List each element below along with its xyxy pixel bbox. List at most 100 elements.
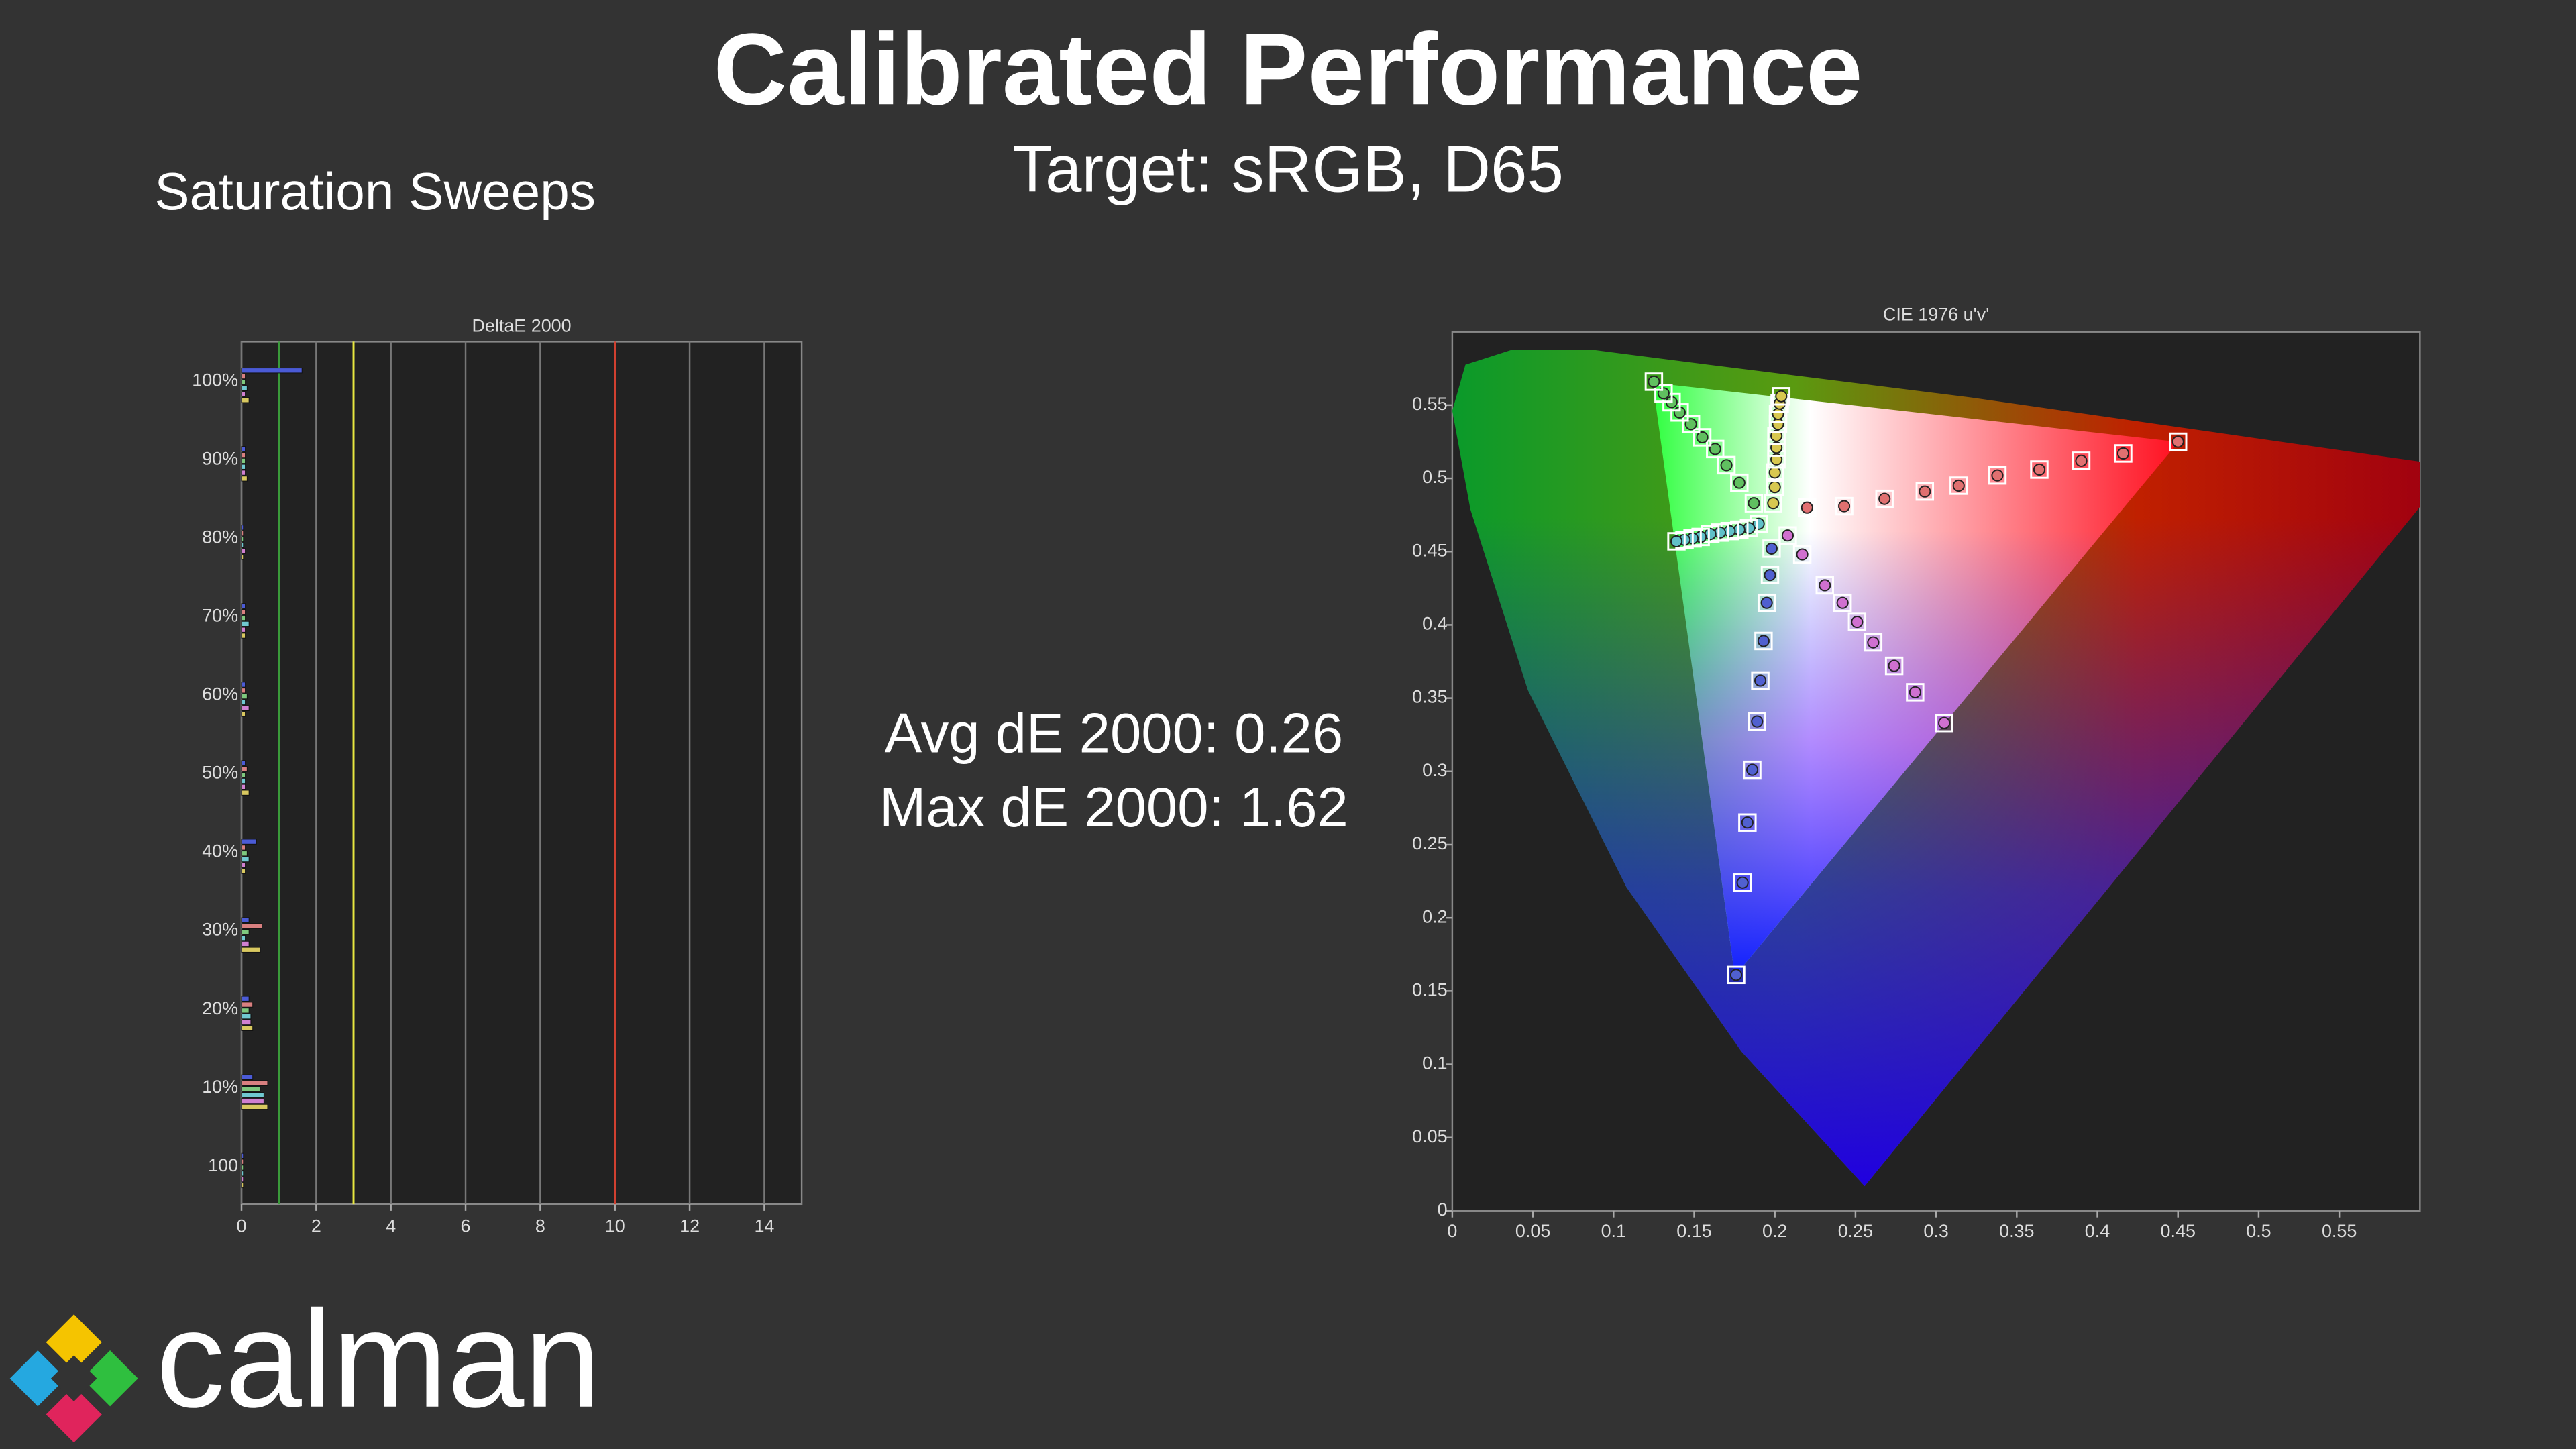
bar bbox=[241, 391, 246, 397]
target-marker bbox=[1833, 593, 1852, 612]
logo-diamond bbox=[46, 1314, 102, 1371]
target-marker bbox=[1815, 576, 1834, 595]
y-tick-label: 100% bbox=[192, 370, 238, 390]
target-marker bbox=[1772, 387, 1791, 406]
target-marker bbox=[1681, 415, 1701, 433]
bar bbox=[241, 1080, 268, 1086]
y-tick-label: 0.05 bbox=[1412, 1126, 1447, 1146]
bar bbox=[241, 839, 257, 845]
measured-marker bbox=[1733, 476, 1746, 489]
target-marker bbox=[1792, 545, 1812, 564]
target-marker bbox=[1706, 439, 1725, 459]
measured-marker bbox=[1767, 497, 1780, 510]
logo-text: calman bbox=[156, 1282, 601, 1436]
bar bbox=[241, 614, 246, 621]
target-marker bbox=[1748, 712, 1766, 731]
bar bbox=[241, 385, 248, 391]
measured-marker bbox=[1764, 569, 1776, 582]
measured-marker bbox=[2171, 435, 2184, 448]
x-tick-label: 0.05 bbox=[1515, 1221, 1550, 1241]
target-marker bbox=[1988, 466, 2007, 485]
avg-de: Avg dE 2000: 0.26 bbox=[885, 702, 1344, 765]
bar bbox=[241, 1159, 244, 1165]
bar bbox=[241, 1104, 268, 1110]
target-marker bbox=[2169, 432, 2188, 451]
y-tick-label: 0.5 bbox=[1422, 467, 1447, 487]
target-marker bbox=[1738, 813, 1757, 832]
target-marker bbox=[1644, 372, 1664, 391]
chart-title: DeltaE 2000 bbox=[472, 315, 571, 335]
target-marker bbox=[1762, 539, 1781, 558]
y-tick-label: 0.55 bbox=[1412, 394, 1447, 414]
bar bbox=[241, 1176, 244, 1183]
target-marker bbox=[1757, 593, 1776, 612]
bar bbox=[241, 627, 246, 633]
target-marker bbox=[1751, 671, 1770, 690]
x-tick-label: 0.35 bbox=[1999, 1221, 2034, 1241]
target-marker bbox=[1949, 476, 1968, 495]
measured-marker bbox=[1952, 479, 1965, 492]
bar bbox=[241, 1152, 244, 1159]
measured-marker bbox=[1709, 443, 1721, 455]
y-tick-label: 100 bbox=[208, 1155, 238, 1175]
bar bbox=[241, 947, 261, 953]
bar bbox=[241, 777, 246, 784]
y-tick-label: 0.25 bbox=[1412, 833, 1447, 853]
measured-marker bbox=[1765, 542, 1778, 555]
x-tick-label: 6 bbox=[461, 1216, 471, 1236]
y-tick-label: 20% bbox=[202, 998, 238, 1018]
target-marker bbox=[1835, 496, 1854, 516]
measured-marker bbox=[1729, 969, 1743, 981]
bar bbox=[241, 682, 246, 688]
bar bbox=[241, 446, 246, 452]
target-marker bbox=[1754, 631, 1773, 651]
measured-marker bbox=[1746, 763, 1759, 776]
bar bbox=[241, 633, 246, 639]
measured-marker bbox=[1670, 535, 1683, 548]
y-tick-label: 0.2 bbox=[1422, 906, 1447, 926]
bar bbox=[241, 862, 246, 869]
bar bbox=[241, 917, 250, 923]
bar bbox=[241, 1182, 244, 1189]
measured-marker bbox=[1991, 469, 2004, 482]
x-tick-label: 14 bbox=[754, 1216, 774, 1236]
measured-marker bbox=[1796, 548, 1809, 561]
measured-marker bbox=[1720, 459, 1733, 472]
x-tick-label: 4 bbox=[386, 1216, 396, 1236]
bar bbox=[241, 856, 250, 863]
x-tick-label: 0.55 bbox=[2322, 1221, 2357, 1241]
max-de: Max dE 2000: 1.62 bbox=[879, 776, 1348, 839]
target-marker bbox=[1798, 498, 1817, 517]
logo-diamond bbox=[50, 1355, 97, 1401]
target-marker bbox=[2114, 444, 2133, 463]
target-marker bbox=[1760, 566, 1780, 584]
measured-marker bbox=[2075, 454, 2088, 467]
calman-logo: calman bbox=[9, 1282, 601, 1443]
y-tick-label: 0.1 bbox=[1422, 1053, 1447, 1073]
bar bbox=[241, 609, 246, 615]
bar bbox=[241, 784, 246, 790]
measured-marker bbox=[1751, 715, 1764, 728]
target-marker bbox=[1847, 612, 1867, 631]
plot-area bbox=[240, 341, 803, 1205]
y-tick-label: 40% bbox=[202, 841, 238, 861]
x-tick-label: 0.3 bbox=[1923, 1221, 1948, 1241]
bar bbox=[241, 379, 246, 386]
bar bbox=[241, 451, 246, 458]
bar bbox=[241, 693, 248, 700]
logo-diamond bbox=[82, 1350, 138, 1407]
measured-marker bbox=[1938, 716, 1951, 729]
target-marker bbox=[1778, 526, 1797, 545]
x-tick-label: 0.2 bbox=[1762, 1221, 1787, 1241]
measured-marker bbox=[1768, 481, 1781, 494]
x-tick-label: 0.15 bbox=[1676, 1221, 1711, 1241]
target-marker bbox=[1730, 473, 1749, 492]
measured-marker bbox=[2033, 463, 2046, 476]
chart-title: CIE 1976 u'v' bbox=[1883, 304, 1989, 324]
bar bbox=[241, 368, 303, 374]
y-tick-label: 10% bbox=[202, 1077, 238, 1097]
bar bbox=[241, 766, 248, 772]
measured-marker bbox=[1775, 390, 1788, 402]
logo-diamond bbox=[46, 1386, 102, 1443]
